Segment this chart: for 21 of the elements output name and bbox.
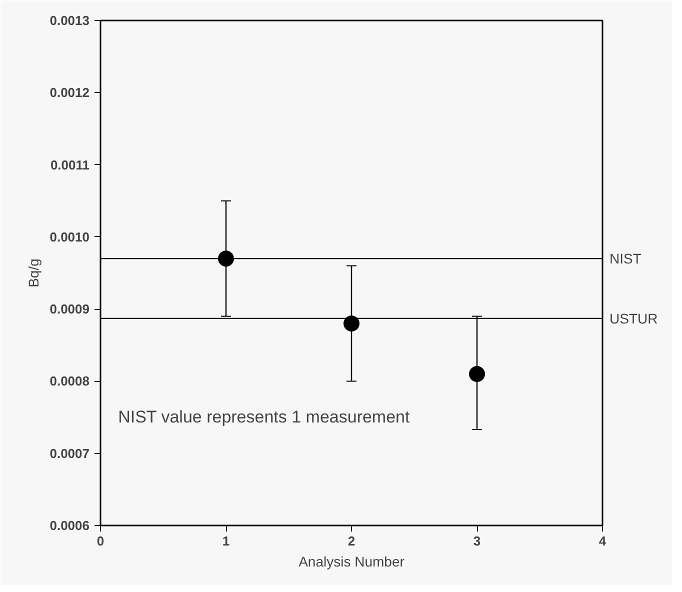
x-axis-title: Analysis Number — [298, 554, 405, 570]
y-tick-label: 0.0010 — [50, 229, 90, 244]
x-tick-label: 3 — [473, 534, 481, 548]
y-axis-title: Bq/g — [26, 258, 42, 288]
x-tick-label: 1 — [222, 534, 230, 548]
y-tick-label: 0.0009 — [50, 302, 90, 317]
y-tick-label: 0.0007 — [50, 446, 90, 461]
y-tick-label: 0.0006 — [50, 518, 90, 533]
y-tick-label: 0.0008 — [50, 374, 90, 389]
x-tick-label: 2 — [348, 534, 356, 548]
point — [469, 366, 485, 382]
ref-line-label: NIST — [610, 250, 642, 267]
ref-line-label: USTUR — [610, 310, 658, 326]
y-tick-label: 0.0013 — [50, 13, 90, 28]
x-tick-label: 4 — [598, 534, 607, 548]
point — [344, 316, 360, 332]
x-tick-label: 0 — [96, 534, 104, 548]
y-tick-label: 0.0011 — [50, 157, 90, 172]
y-tick-label: 0.0012 — [50, 85, 90, 100]
point — [218, 250, 234, 267]
annotation: NIST value represents 1 measurement — [118, 407, 410, 426]
